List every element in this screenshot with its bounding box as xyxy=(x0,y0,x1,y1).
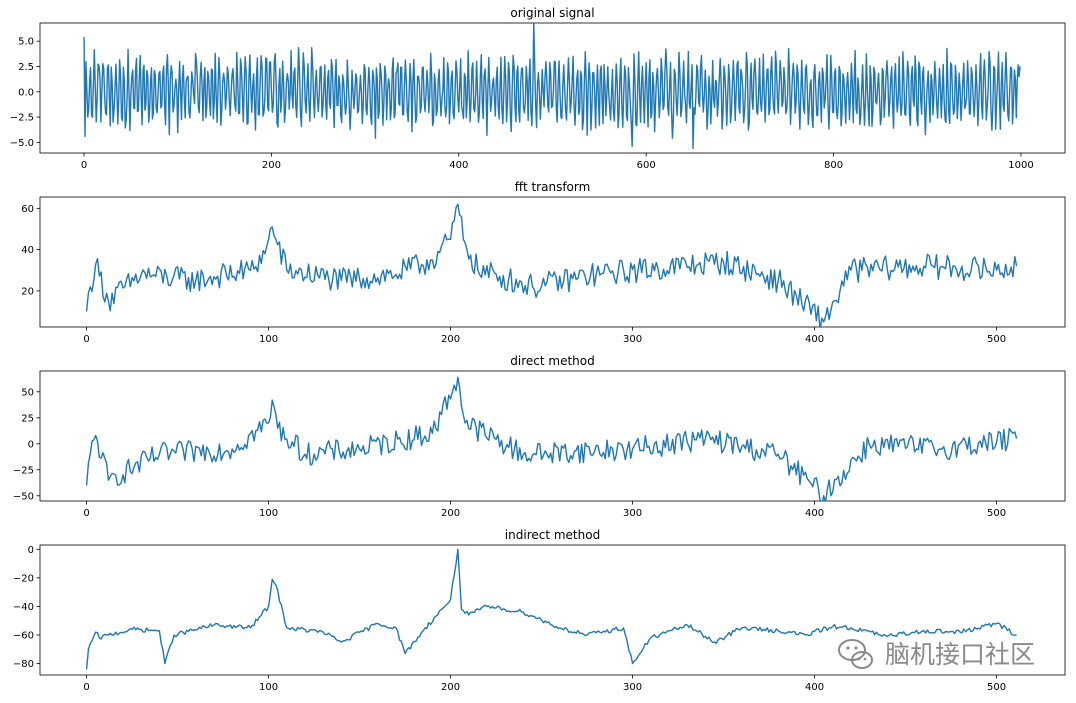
plot-title-direct-method: direct method xyxy=(510,354,594,368)
watermark-text: 脑机接口社区 xyxy=(885,640,1035,669)
x-tick-label: 400 xyxy=(449,160,468,171)
x-tick-label: 100 xyxy=(259,508,278,519)
x-tick-label: 200 xyxy=(441,508,460,519)
axes-frame xyxy=(39,22,1066,154)
y-tick-label: 0 xyxy=(28,545,34,556)
series-line-direct-method-psd xyxy=(85,376,1018,501)
x-tick-label: 800 xyxy=(824,160,843,171)
axes-frame xyxy=(39,196,1066,328)
plot-title-indirect-method: indirect method xyxy=(505,528,600,542)
y-tick-label: 40 xyxy=(21,245,34,256)
x-tick-label: 0 xyxy=(83,334,89,345)
subplot-fft-transform: fft transform 0 100 200 300 400 500 60 40 20 xyxy=(21,180,1066,345)
x-tick-label: 400 xyxy=(805,334,824,345)
x-tick-label: 200 xyxy=(441,682,460,693)
y-tick-label: 0.0 xyxy=(18,87,34,98)
x-tick-label: 300 xyxy=(623,334,642,345)
subplot-direct-method: direct method 0 100 200 300 400 500 50 25 0 −25 −50 xyxy=(13,354,1066,519)
y-tick-label: −40 xyxy=(13,602,34,613)
x-tick-label: 0 xyxy=(83,682,89,693)
x-tick-label: 0 xyxy=(81,160,87,171)
y-tick-label: −2.5 xyxy=(10,113,34,124)
x-tick-label: 500 xyxy=(987,508,1006,519)
y-tick-label: 5.0 xyxy=(18,37,34,48)
y-tick-label: 2.5 xyxy=(18,62,34,73)
plot-title-fft-transform: fft transform xyxy=(515,180,591,194)
wechat-logo-icon xyxy=(838,639,873,669)
x-tick-label: 0 xyxy=(83,508,89,519)
subplot-original-signal: original signal 0 200 400 600 800 1000 5.0 2.5 0.… xyxy=(10,6,1066,171)
y-tick-label: −20 xyxy=(13,573,34,584)
x-tick-label: 400 xyxy=(805,682,824,693)
y-tick-label: 0 xyxy=(28,439,34,450)
plot-title-original-signal: original signal xyxy=(510,6,594,20)
x-tick-label: 100 xyxy=(259,682,278,693)
y-tick-label: 20 xyxy=(21,286,34,297)
y-tick-label: −25 xyxy=(13,465,34,476)
x-tick-label: 400 xyxy=(805,508,824,519)
y-tick-label: −60 xyxy=(13,631,34,642)
axes-frame xyxy=(39,544,1066,676)
y-tick-label: −5.0 xyxy=(10,138,34,149)
subplot-indirect-method: indirect method 0 100 200 300 400 500 0 −20 −40 −6… xyxy=(13,528,1066,693)
x-tick-label: 100 xyxy=(259,334,278,345)
y-tick-label: 50 xyxy=(21,387,34,398)
series-line-original-signal xyxy=(83,23,1021,150)
y-tick-label: −80 xyxy=(13,659,34,670)
x-tick-label: 600 xyxy=(637,160,656,171)
axes-frame xyxy=(39,370,1066,502)
series-line-fft-magnitude xyxy=(85,203,1018,327)
y-tick-label: 60 xyxy=(21,204,34,215)
x-tick-label: 500 xyxy=(987,682,1006,693)
x-tick-label: 300 xyxy=(623,508,642,519)
x-tick-label: 300 xyxy=(623,682,642,693)
x-tick-label: 500 xyxy=(987,334,1006,345)
watermark: 脑机接口社区 xyxy=(838,639,1035,669)
y-tick-label: 25 xyxy=(21,413,34,424)
y-tick-label: −50 xyxy=(13,491,34,502)
x-tick-label: 200 xyxy=(441,334,460,345)
x-tick-label: 200 xyxy=(262,160,281,171)
series-line-indirect-method-psd xyxy=(85,548,1017,670)
x-tick-label: 1000 xyxy=(1008,160,1033,171)
